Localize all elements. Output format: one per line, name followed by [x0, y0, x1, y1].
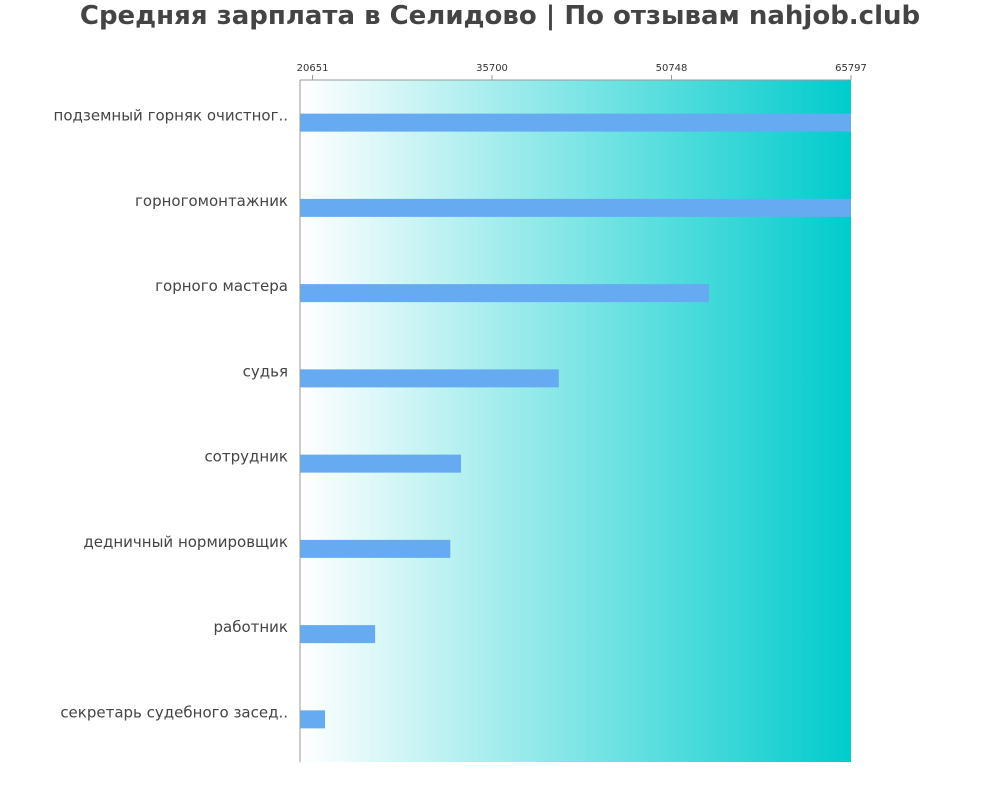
category-label: дедничный нормировщик	[83, 533, 288, 551]
category-label: подземный горняк очистног..	[54, 107, 288, 125]
category-label: горногомонтажник	[135, 192, 288, 210]
category-label: работник	[214, 618, 289, 636]
bar	[300, 710, 326, 729]
bar	[300, 198, 851, 217]
x-tick-label: 35700	[476, 63, 508, 74]
bar	[300, 539, 451, 558]
bars	[300, 113, 851, 729]
category-label: секретарь судебного засед..	[60, 703, 288, 721]
bar	[300, 113, 851, 132]
x-axis: 20651 35700 50748 65797	[297, 63, 867, 80]
category-labels: подземный горняк очистног.. горногомонтаж…	[54, 107, 288, 722]
x-tick-label: 65797	[835, 63, 867, 74]
bar	[300, 625, 376, 644]
chart-title: Средняя зарплата в Селидово | По отзывам…	[79, 1, 921, 31]
bar	[300, 369, 559, 388]
bar	[300, 454, 462, 473]
x-tick-label: 50748	[656, 63, 688, 74]
category-label: горного мастера	[155, 277, 288, 295]
plot-background	[300, 80, 851, 762]
bar	[300, 284, 710, 303]
category-label: сотрудник	[204, 448, 288, 466]
category-label: судья	[243, 362, 288, 380]
x-tick-label: 20651	[297, 63, 329, 74]
